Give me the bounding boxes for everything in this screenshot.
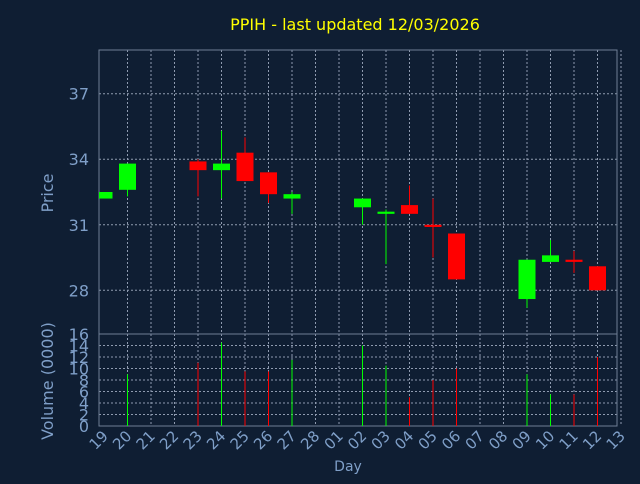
x-tick-label: 19 xyxy=(86,427,112,453)
volume-tick-label: 12 xyxy=(69,348,89,367)
x-tick-label: 27 xyxy=(274,427,300,453)
x-tick-label: 12 xyxy=(579,427,605,453)
candle-body xyxy=(448,233,465,280)
marks-layer xyxy=(99,130,606,426)
x-tick-label: 10 xyxy=(532,427,558,453)
candle-body xyxy=(283,194,301,199)
volume-panel-frame xyxy=(98,333,618,427)
x-tick-label: 26 xyxy=(250,427,276,453)
candle-body xyxy=(401,205,418,214)
price-tick-label: 37 xyxy=(69,85,89,104)
volume-tick-label: 8 xyxy=(79,371,89,390)
price-panel-frame xyxy=(98,49,618,335)
grid-layer xyxy=(99,50,622,426)
x-tick-label: 01 xyxy=(321,427,347,453)
candle-body xyxy=(542,255,559,262)
x-tick-label: 07 xyxy=(462,427,488,453)
x-tick-label: 02 xyxy=(344,427,370,453)
candle-body xyxy=(518,259,536,300)
candle-body xyxy=(213,163,230,171)
volume-tick-label: 4 xyxy=(79,394,89,413)
x-tick-label: 11 xyxy=(556,427,582,453)
candle-body xyxy=(377,211,395,214)
x-tick-label: 05 xyxy=(415,427,441,453)
price-tick-label: 31 xyxy=(69,216,89,235)
x-tick-label: 24 xyxy=(203,427,229,453)
x-tick-label: 20 xyxy=(109,427,135,453)
volume-tick-label: 6 xyxy=(79,383,89,402)
candle-body xyxy=(99,192,113,199)
candle-body xyxy=(260,172,277,195)
candle-body xyxy=(189,161,207,171)
volume-tick-label: 2 xyxy=(79,406,89,425)
volume-tick-label: 14 xyxy=(69,337,89,356)
x-tick-label: 22 xyxy=(156,427,182,453)
chart-title: PPIH - last updated 12/03/2026 xyxy=(230,15,480,34)
x-axis-label: Day xyxy=(334,459,362,475)
x-tick-label: 09 xyxy=(509,427,535,453)
volume-tick-label: 0 xyxy=(79,417,89,436)
ticks-layer: 1920212223242526272801020304050607080910… xyxy=(69,85,629,454)
volume-tick-label: 16 xyxy=(69,325,89,344)
candle-body xyxy=(119,163,136,190)
candle-body xyxy=(424,224,442,227)
x-tick-label: 13 xyxy=(603,427,629,453)
candle-body xyxy=(589,266,606,291)
x-tick-label: 04 xyxy=(391,427,417,453)
price-axis-label: Price xyxy=(38,173,57,212)
x-tick-label: 23 xyxy=(180,427,206,453)
x-tick-label: 06 xyxy=(438,427,464,453)
volume-tick-label: 10 xyxy=(69,360,89,379)
x-tick-label: 28 xyxy=(297,427,323,453)
x-tick-label: 21 xyxy=(133,427,159,453)
price-tick-label: 34 xyxy=(69,150,89,169)
x-tick-label: 03 xyxy=(368,427,394,453)
frame-layer xyxy=(98,49,618,427)
price-tick-label: 28 xyxy=(69,281,89,300)
x-tick-label: 08 xyxy=(485,427,511,453)
x-tick-label: 25 xyxy=(227,427,253,453)
candle-body xyxy=(565,259,583,262)
volume-axis-label: Volume (0000) xyxy=(38,322,57,440)
candle-body xyxy=(236,152,254,182)
candle-body xyxy=(354,198,371,208)
